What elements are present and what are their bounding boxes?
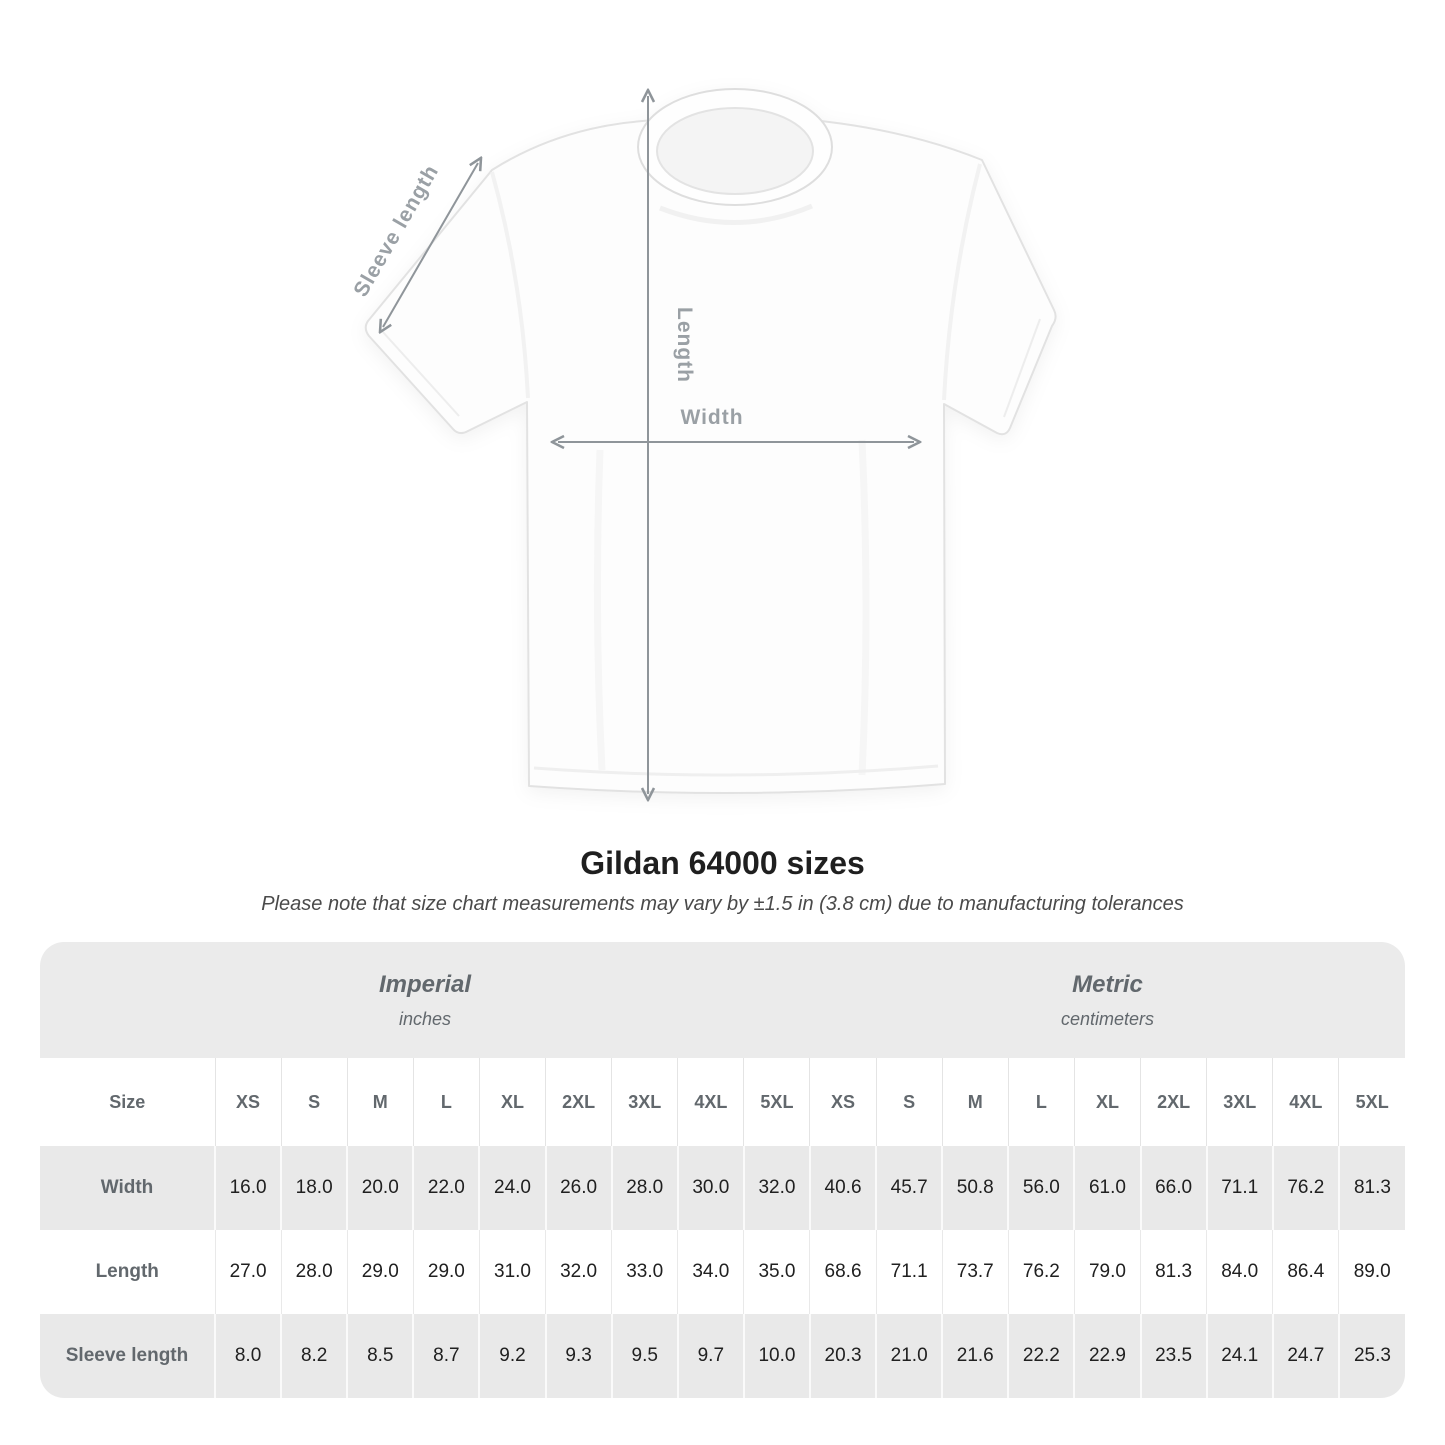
page-title: Gildan 64000 sizes [580, 845, 865, 881]
value-cell: 21.0 [875, 1314, 943, 1398]
size-col-header: 4XL [677, 1058, 744, 1146]
size-col-header: M [941, 1058, 1009, 1146]
value-cell: 50.8 [941, 1146, 1009, 1230]
size-col-header: 5XL [1338, 1058, 1405, 1146]
sleeve-length-arrow [383, 163, 478, 327]
value-cell: 8.0 [213, 1314, 282, 1398]
row-label: Length [40, 1230, 215, 1314]
value-cell: 32.0 [545, 1230, 612, 1314]
sleeve-length-row: Sleeve length 8.0 8.2 8.5 8.7 9.2 9.3 9.… [40, 1314, 1405, 1398]
size-col-header: 4XL [1272, 1058, 1339, 1146]
value-cell: 32.0 [742, 1146, 810, 1230]
imperial-label: Imperial [378, 970, 472, 998]
row-label: Sleeve length [40, 1314, 215, 1398]
size-col-header: XS [809, 1058, 877, 1146]
metric-unit: centimeters [1060, 1008, 1155, 1029]
value-cell: 9.7 [676, 1314, 744, 1398]
value-cell: 30.0 [676, 1146, 744, 1230]
value-cell: 28.0 [610, 1146, 678, 1230]
value-cell: 27.0 [214, 1230, 282, 1314]
value-cell: 9.2 [478, 1314, 546, 1398]
value-cell: 66.0 [1139, 1146, 1207, 1230]
title-block: Gildan 64000 sizes Please note that size… [0, 844, 1445, 916]
value-cell: 56.0 [1007, 1146, 1075, 1230]
tshirt-graphic [364, 88, 1057, 795]
value-cell: 45.7 [875, 1146, 943, 1230]
value-cell: 23.5 [1139, 1314, 1207, 1398]
value-cell: 8.5 [346, 1314, 414, 1398]
value-cell: 89.0 [1338, 1230, 1405, 1314]
size-chart-table-container: Imperial inches Metric centimeters Size … [40, 942, 1405, 1398]
size-col-header: 3XL [611, 1058, 678, 1146]
metric-band: Metric centimeters [809, 942, 1405, 1058]
value-cell: 71.1 [1205, 1146, 1273, 1230]
value-cell: 8.7 [412, 1314, 480, 1398]
imperial-band: Imperial inches [40, 942, 810, 1058]
value-cell: 40.6 [808, 1146, 877, 1230]
tolerance-note: Please note that size chart measurements… [261, 893, 1184, 915]
value-cell: 71.1 [875, 1230, 943, 1314]
value-cell: 34.0 [677, 1230, 744, 1314]
value-cell: 29.0 [412, 1230, 480, 1314]
size-chart-table: Imperial inches Metric centimeters Size … [40, 942, 1405, 1398]
value-cell: 26.0 [544, 1146, 612, 1230]
length-row: Length 27.0 28.0 29.0 29.0 31.0 32.0 33.… [40, 1230, 1405, 1314]
size-col-header: S [280, 1058, 348, 1146]
size-col-header: M [346, 1058, 414, 1146]
size-col-header: 2XL [545, 1058, 612, 1146]
value-cell: 29.0 [346, 1230, 414, 1314]
value-cell: 9.3 [544, 1314, 612, 1398]
units-band-row: Imperial inches Metric centimeters [40, 942, 1405, 1058]
value-cell: 16.0 [213, 1146, 282, 1230]
size-col-header: S [875, 1058, 943, 1146]
value-cell: 25.3 [1337, 1314, 1405, 1398]
value-cell: 33.0 [611, 1230, 678, 1314]
tshirt-measurement-diagram: Length Width Sleeve length [349, 88, 1057, 822]
imperial-unit: inches [398, 1008, 451, 1029]
value-cell: 24.7 [1271, 1314, 1339, 1398]
value-cell: 24.1 [1205, 1314, 1273, 1398]
size-col-header: 2XL [1140, 1058, 1207, 1146]
value-cell: 61.0 [1073, 1146, 1141, 1230]
size-col-header: 5XL [743, 1058, 810, 1146]
value-cell: 22.2 [1007, 1314, 1075, 1398]
value-cell: 8.2 [280, 1314, 348, 1398]
size-col-header: L [412, 1058, 480, 1146]
size-col-header: XL [478, 1058, 546, 1146]
value-cell: 86.4 [1272, 1230, 1339, 1314]
value-cell: 31.0 [478, 1230, 546, 1314]
value-cell: 81.3 [1140, 1230, 1207, 1314]
value-cell: 81.3 [1337, 1146, 1405, 1230]
size-col-header: 3XL [1206, 1058, 1273, 1146]
size-col-header: XL [1073, 1058, 1141, 1146]
size-col-header: L [1007, 1058, 1075, 1146]
value-cell: 76.2 [1271, 1146, 1339, 1230]
value-cell: 35.0 [743, 1230, 810, 1314]
size-header-row: Size XS S M L XL 2XL 3XL 4XL 5XL XS S M … [40, 1058, 1405, 1146]
width-row: Width 16.0 18.0 20.0 22.0 24.0 26.0 28.0… [40, 1146, 1405, 1230]
value-cell: 9.5 [610, 1314, 678, 1398]
value-cell: 22.0 [412, 1146, 480, 1230]
value-cell: 68.6 [809, 1230, 877, 1314]
row-label: Width [40, 1146, 215, 1230]
width-label: Width [680, 406, 743, 429]
value-cell: 21.6 [941, 1314, 1009, 1398]
metric-label: Metric [1072, 970, 1143, 998]
length-label: Length [673, 307, 696, 383]
value-cell: 18.0 [280, 1146, 348, 1230]
value-cell: 28.0 [280, 1230, 348, 1314]
value-cell: 76.2 [1007, 1230, 1075, 1314]
size-corner-label: Size [40, 1058, 215, 1146]
value-cell: 10.0 [742, 1314, 810, 1398]
size-col-header: XS [214, 1058, 282, 1146]
value-cell: 24.0 [478, 1146, 546, 1230]
value-cell: 20.3 [808, 1314, 877, 1398]
value-cell: 22.9 [1073, 1314, 1141, 1398]
value-cell: 20.0 [346, 1146, 414, 1230]
value-cell: 73.7 [941, 1230, 1009, 1314]
value-cell: 84.0 [1206, 1230, 1273, 1314]
value-cell: 79.0 [1073, 1230, 1141, 1314]
